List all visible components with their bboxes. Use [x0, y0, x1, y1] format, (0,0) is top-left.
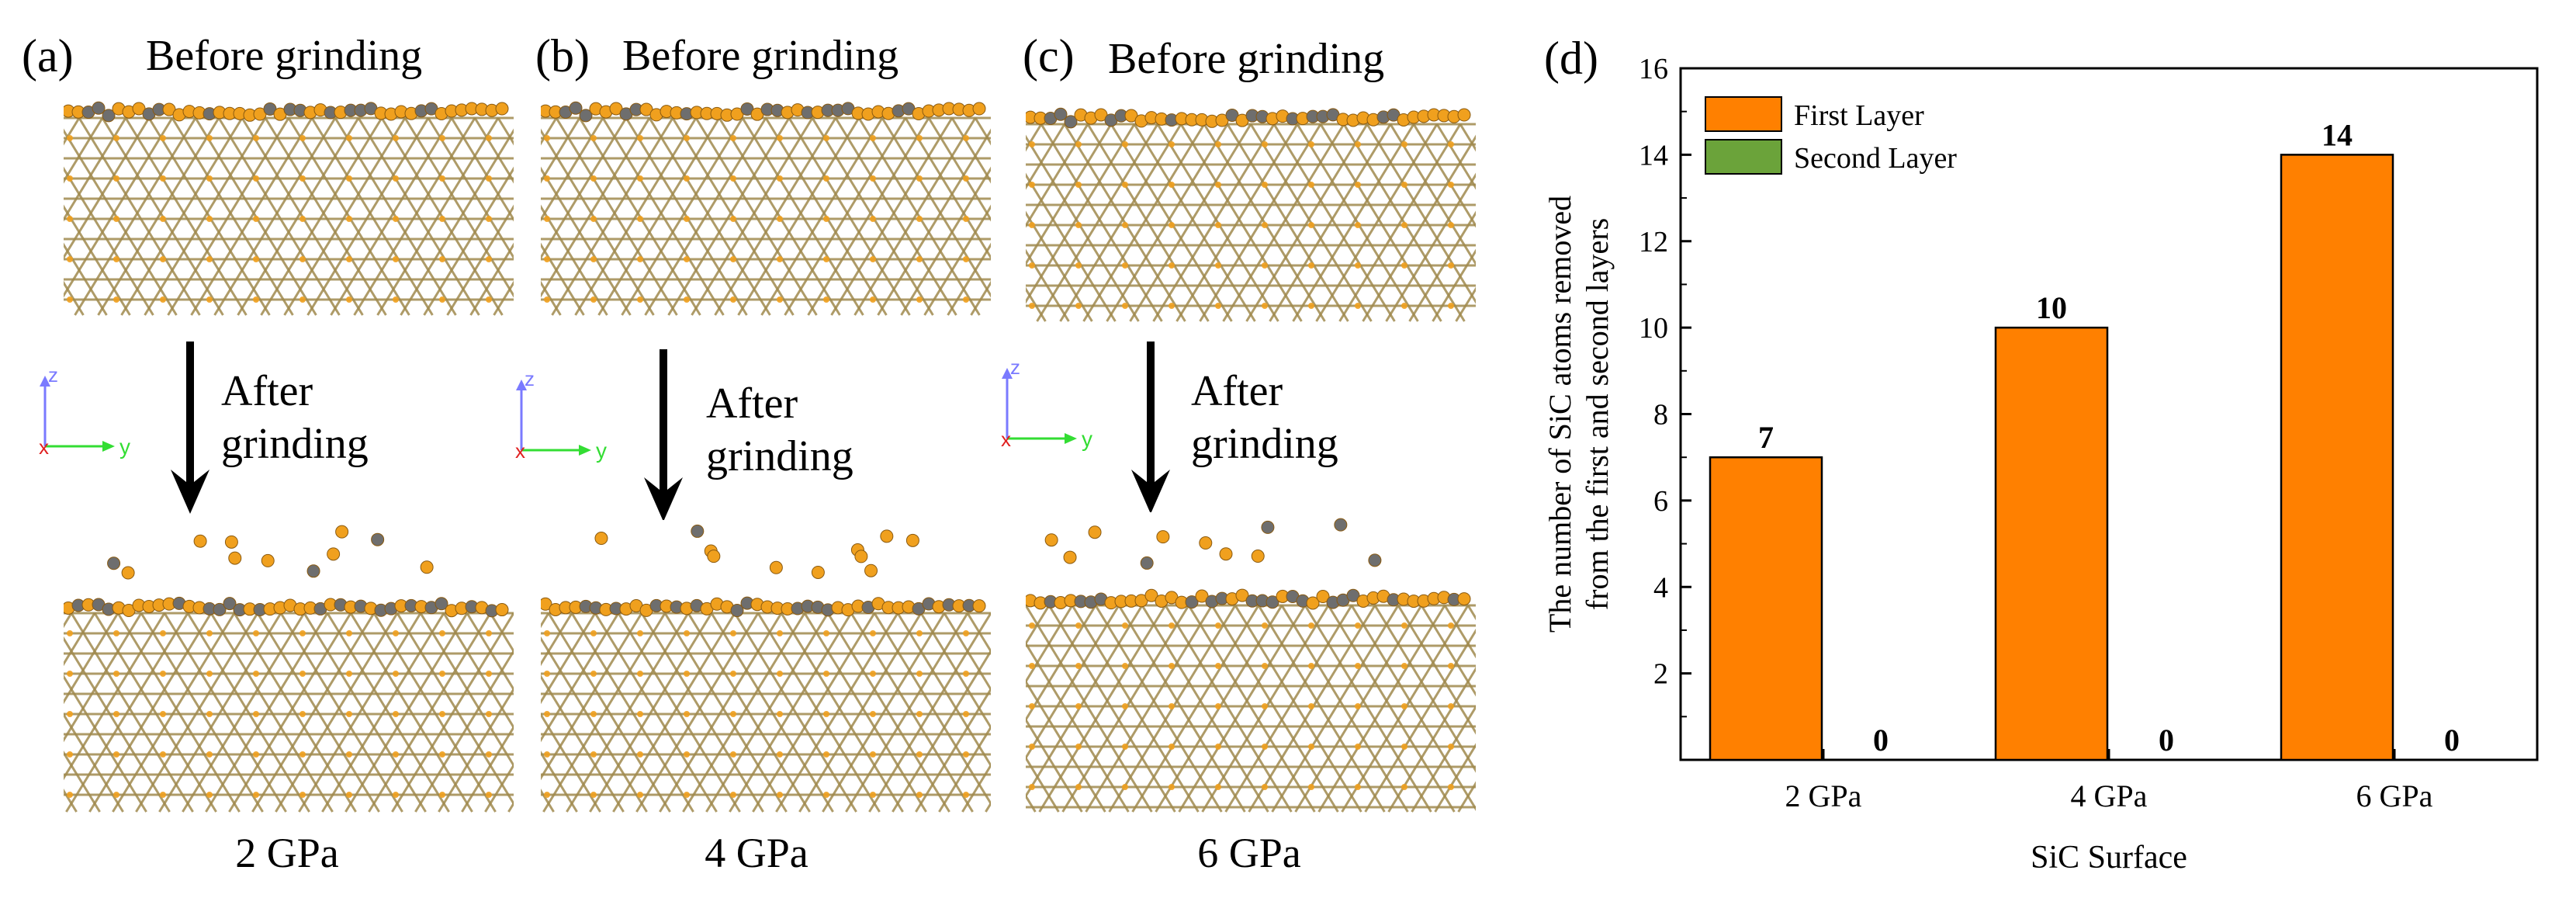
- panel-b-axes: z x y: [515, 369, 607, 463]
- debris-atoms: [107, 525, 434, 580]
- lattice-atoms: [544, 135, 969, 303]
- panel-b-letter: (b): [535, 30, 590, 81]
- y-tick-label: 4: [1653, 571, 1668, 604]
- y-axis-title-line1: The number of SiC atoms removed: [1542, 196, 1577, 633]
- axis-z-label: z: [525, 369, 535, 390]
- panel-c-letter: (c): [1023, 30, 1075, 81]
- lattice-atoms: [67, 630, 492, 798]
- panel-a-after-line2: grinding: [221, 420, 369, 468]
- x-tick-label: 6 GPa: [2356, 778, 2433, 813]
- lattice-bonds: [64, 612, 514, 813]
- panel-c-axes: z x y: [1001, 357, 1092, 451]
- panel-a-after-slab: [64, 520, 514, 813]
- lattice-bonds: [541, 116, 991, 316]
- axis-x-label: x: [1001, 428, 1011, 451]
- panel-b-after-line2: grinding: [706, 432, 853, 480]
- panel-c-after-slab: [1026, 512, 1476, 813]
- panel-b-before-title: Before grinding: [622, 32, 899, 80]
- lattice-bonds: [1026, 123, 1476, 322]
- lattice-atoms: [67, 135, 492, 303]
- x-tick-label: 4 GPa: [2071, 778, 2148, 813]
- data-label: 0: [2444, 723, 2460, 758]
- first-layer-bar: [1709, 456, 1823, 761]
- data-label: 14: [2322, 117, 2353, 152]
- y-tick-label: 8: [1653, 399, 1668, 432]
- panel-d-chart: (d) 2 4 6 8 10 12 14 16 2 GPa 7 0 4 GPa 10 0 6 GPa 14 0 Fi…: [1542, 33, 2539, 875]
- lattice-bonds: [541, 612, 991, 813]
- data-label: 10: [2036, 290, 2067, 325]
- debris-atoms: [594, 524, 919, 579]
- panel-b-pressure: 4 GPa: [705, 830, 808, 876]
- lattice-bonds: [64, 116, 514, 316]
- panel-c-after-line2: grinding: [1191, 420, 1338, 468]
- panel-a-axes: z x y: [39, 365, 130, 459]
- lattice-atoms: [1029, 622, 1454, 790]
- y-tick-label: 14: [1639, 139, 1668, 172]
- debris-atoms: [1044, 518, 1382, 570]
- panel-c-pressure: 6 GPa: [1197, 830, 1301, 876]
- axis-y-label: y: [596, 439, 607, 463]
- panel-d-letter: (d): [1544, 33, 1598, 84]
- axis-x-label: x: [515, 439, 525, 463]
- y-tick-label: 12: [1639, 226, 1668, 258]
- data-label: 0: [1873, 723, 1889, 758]
- panel-a-down-arrow-icon: [171, 342, 209, 514]
- y-tick-label: 6: [1653, 485, 1668, 518]
- panel-a-before-slab: [64, 101, 514, 316]
- data-label: 7: [1758, 420, 1774, 455]
- y-tick-label: 2: [1653, 658, 1668, 691]
- panel-b-after-slab: [541, 520, 991, 813]
- surface-atoms: [541, 101, 986, 123]
- surface-atoms: [1026, 588, 1471, 610]
- panel-b-down-arrow-icon: [644, 349, 683, 522]
- panel-b-after-line1: After: [706, 380, 798, 428]
- first-layer-bar: [2280, 154, 2394, 761]
- y-tick-label: 10: [1639, 312, 1668, 345]
- axis-y-label: y: [1082, 427, 1092, 451]
- surface-atoms: [541, 596, 986, 618]
- x-tick-label: 2 GPa: [1785, 778, 1862, 813]
- panel-c-after-line1: After: [1191, 367, 1283, 415]
- axis-y-label: y: [119, 435, 130, 459]
- panel-b-before-slab: [541, 101, 991, 316]
- first-layer-legend-swatch: [1705, 96, 1782, 132]
- panel-c-before-title: Before grinding: [1108, 35, 1385, 83]
- panel-c-before-slab: [1026, 107, 1476, 322]
- lattice-bonds: [1026, 604, 1476, 813]
- surface-atoms: [64, 101, 509, 123]
- second-layer-legend-swatch: [1705, 139, 1782, 175]
- legend: First Layer Second Layer: [1705, 96, 1957, 175]
- surface-atoms: [1026, 107, 1471, 129]
- lattice-atoms: [544, 630, 969, 798]
- surface-atoms: [64, 596, 509, 618]
- plot-frame: [1679, 67, 2539, 761]
- second-layer-legend-label: Second Layer: [1794, 142, 1957, 175]
- axis-z-label: z: [1010, 357, 1020, 379]
- data-label: 0: [2159, 723, 2174, 758]
- panel-a-pressure: 2 GPa: [235, 830, 339, 876]
- axis-x-label: x: [39, 435, 49, 459]
- y-axis-title-line2: from the first and second layers: [1580, 218, 1615, 610]
- lattice-atoms: [1029, 141, 1454, 309]
- panel-c-down-arrow-icon: [1131, 342, 1170, 514]
- x-axis-title: SiC Surface: [2031, 840, 2187, 875]
- panel-a-letter: (a): [22, 30, 74, 81]
- first-layer-bar: [1994, 326, 2109, 761]
- y-tick-label: 16: [1639, 53, 1668, 85]
- first-layer-legend-label: First Layer: [1794, 99, 1924, 132]
- panel-a-before-title: Before grinding: [146, 32, 423, 80]
- axis-z-label: z: [48, 365, 58, 387]
- panel-a-after-line1: After: [221, 367, 313, 415]
